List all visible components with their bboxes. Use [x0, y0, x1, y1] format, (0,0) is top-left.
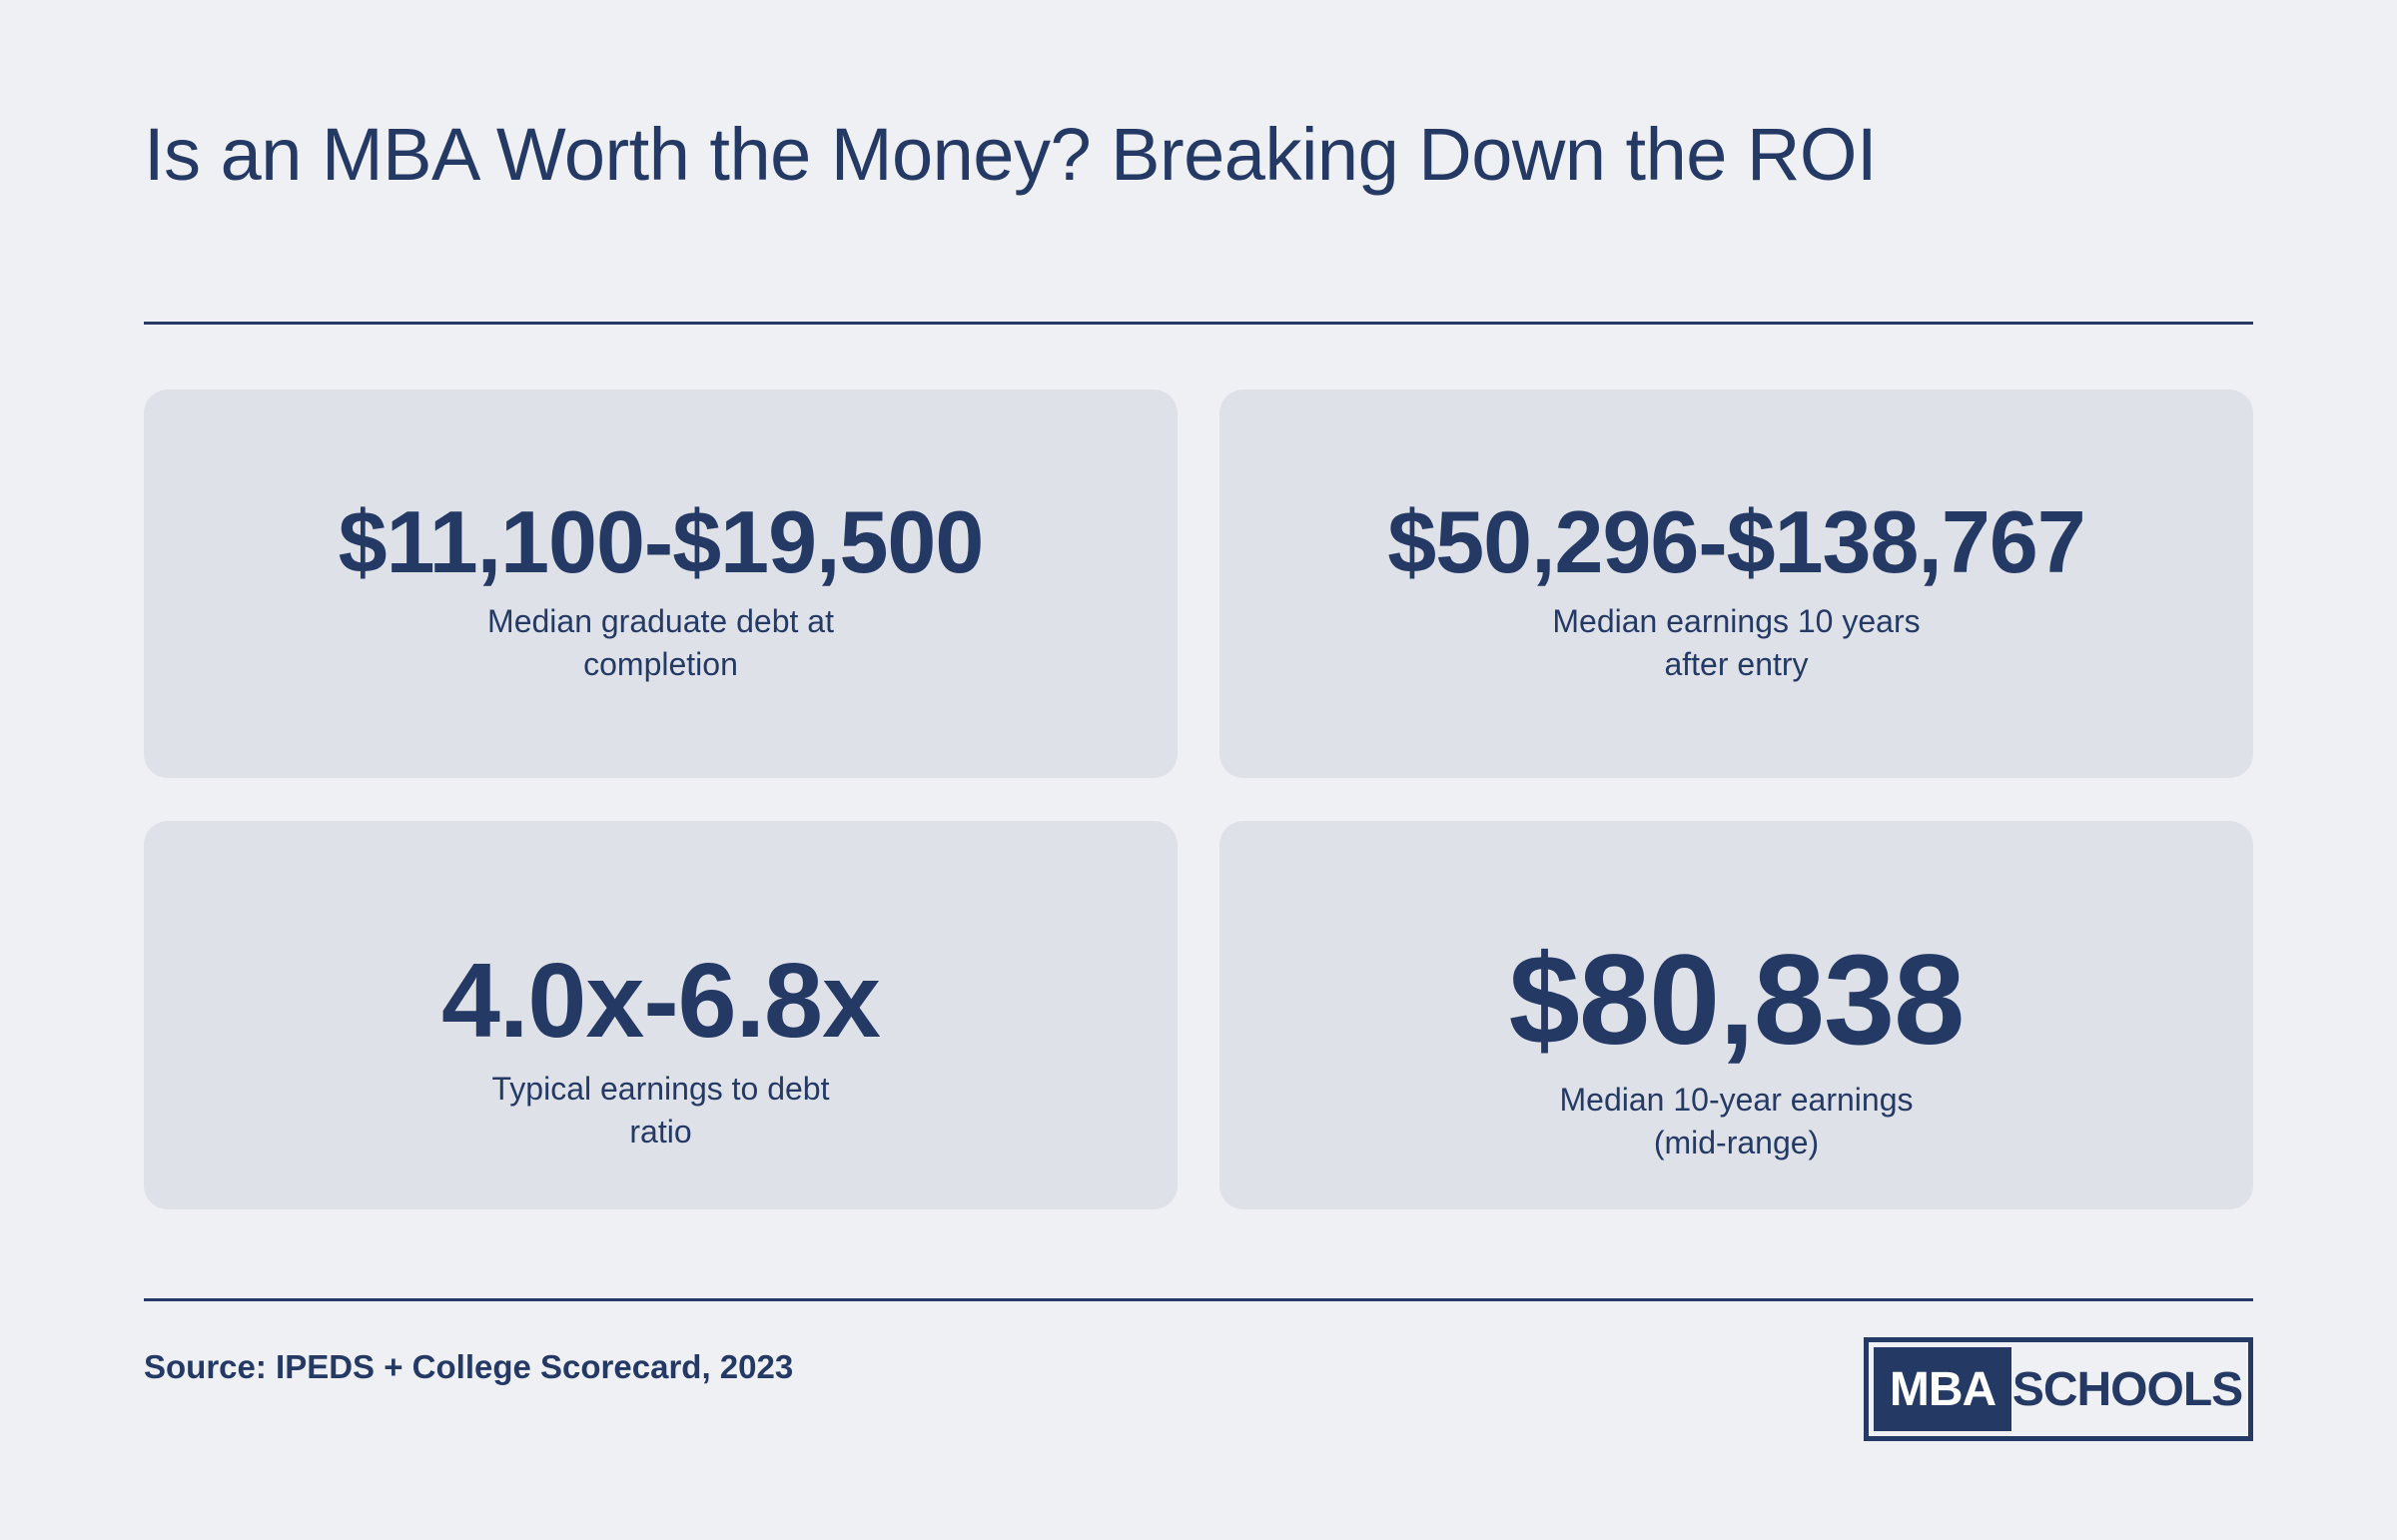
stat-card: $80,838 Median 10-year earnings (mid-rang… [1219, 821, 2253, 1209]
stat-card: 4.0x-6.8x Typical earnings to debt ratio [144, 821, 1178, 1209]
stat-label: Median 10-year earnings (mid-range) [1559, 1081, 1914, 1160]
stat-value: 4.0x-6.8x [441, 941, 881, 1060]
stat-value: $80,838 [1508, 928, 1966, 1072]
stat-card: $11,100-$19,500 Median graduate debt at c… [144, 389, 1178, 778]
stat-label: Typical earnings to debt ratio [491, 1070, 830, 1150]
stat-grid: $11,100-$19,500 Median graduate debt at c… [144, 389, 2253, 1209]
source: Source: IPEDS + College Scorecard, 2023 [144, 1348, 794, 1385]
divider [144, 1298, 2253, 1301]
stat-value: $11,100-$19,500 [338, 491, 985, 591]
logo: MBA SCHOOLS [1864, 1337, 2253, 1441]
title: Is an MBA Worth the Money? Breaking Down… [144, 113, 1878, 196]
stat-label: Median earnings 10 years after entry [1552, 602, 1921, 682]
stat-card: $50,296-$138,767 Median earnings 10 years… [1219, 389, 2253, 778]
logo-text: SCHOOLS [2011, 1362, 2243, 1416]
divider [144, 322, 2253, 325]
stat-label: Median graduate debt at completion [487, 602, 834, 682]
logo-mark: MBA [1874, 1347, 2011, 1431]
stat-value: $50,296-$138,767 [1387, 491, 2085, 591]
